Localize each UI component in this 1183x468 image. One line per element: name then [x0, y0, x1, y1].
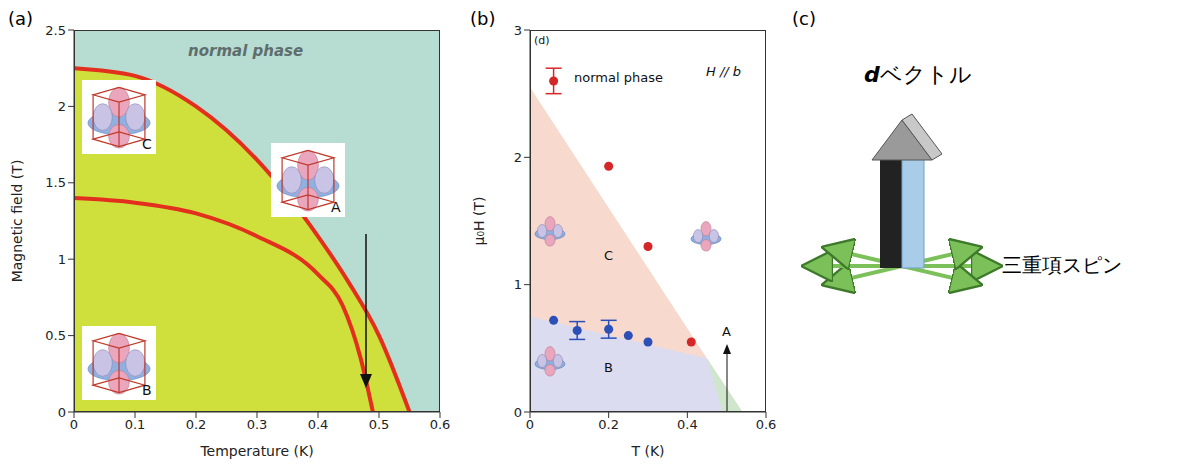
svg-text:0.2: 0.2 — [186, 417, 207, 432]
html-text:H // b: H // b — [706, 64, 742, 79]
html-text:(c): (c) — [792, 8, 816, 29]
svg-text:0.5: 0.5 — [45, 328, 66, 343]
svg-text:2: 2 — [58, 99, 66, 114]
svg-text:3: 3 — [514, 23, 522, 38]
svg-text:0: 0 — [70, 417, 78, 432]
html-text:A: A — [722, 324, 731, 339]
html-text:B: B — [604, 360, 613, 375]
svg-text:0.2: 0.2 — [598, 417, 619, 432]
svg-text:0.3: 0.3 — [247, 417, 268, 432]
svg-text:Temperature (K): Temperature (K) — [199, 443, 313, 459]
svg-text:2.5: 2.5 — [45, 23, 66, 38]
svg-text:1: 1 — [514, 277, 522, 292]
svg-text:0.6: 0.6 — [430, 417, 451, 432]
html-text:(b): (b) — [470, 8, 496, 29]
svg-text:0.1: 0.1 — [125, 417, 146, 432]
html-text:三重項スピン: 三重項スピン — [1002, 253, 1122, 277]
svg-text:0.4: 0.4 — [677, 417, 698, 432]
svg-text:T (K): T (K) — [630, 443, 664, 459]
html-text:dベクトル: dベクトル — [864, 62, 972, 87]
html-text:A: A — [331, 199, 341, 215]
html-text:C: C — [604, 248, 614, 263]
svg-text:μ₀H (T): μ₀H (T) — [471, 197, 487, 246]
svg-text:1.5: 1.5 — [45, 175, 66, 190]
html-text:(d): (d) — [534, 34, 550, 47]
svg-text:Magnetic field (T): Magnetic field (T) — [9, 160, 25, 283]
svg-text:1: 1 — [58, 252, 66, 267]
svg-text:0: 0 — [514, 405, 522, 420]
html-text:(a): (a) — [8, 8, 34, 29]
html-text:normal phase: normal phase — [188, 42, 304, 60]
svg-text:0.5: 0.5 — [369, 417, 390, 432]
svg-text:0: 0 — [526, 417, 534, 432]
svg-text:0.6: 0.6 — [756, 417, 777, 432]
svg-text:0: 0 — [58, 405, 66, 420]
svg-text:0.4: 0.4 — [308, 417, 329, 432]
html-text:B: B — [142, 382, 152, 398]
svg-text:2: 2 — [514, 150, 522, 165]
html-text:C: C — [142, 136, 152, 152]
html-text:normal phase: normal phase — [574, 70, 663, 85]
